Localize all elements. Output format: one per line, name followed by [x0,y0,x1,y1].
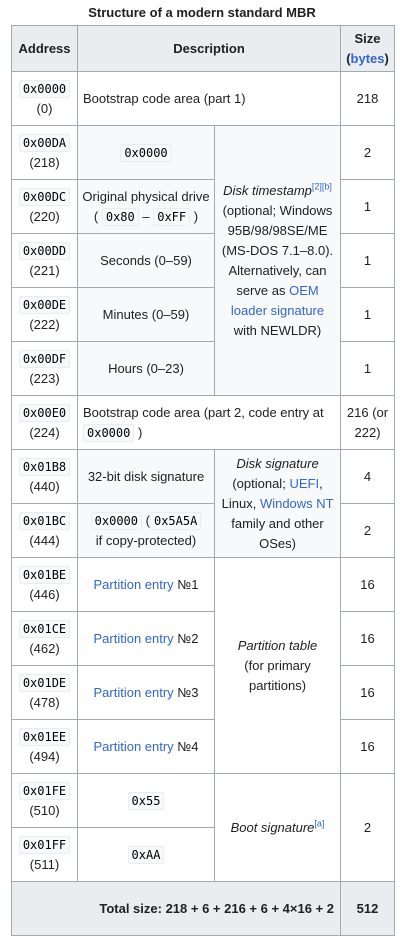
header-size-label: Size [354,30,381,46]
address-cell: 0x01BE (446) [11,557,78,612]
table-row: 0x01CE (462) Partition entry №2 16 [11,611,396,666]
windows-nt-link[interactable]: Windows NT [259,495,334,511]
timestamp-ref-link[interactable]: [2][b] [311,181,332,192]
size-cell: 216 (or 222) [340,395,396,450]
address-cell: 0x01B8 (440) [11,449,78,504]
size-cell: 16 [340,719,396,774]
header-size: Size (bytes) [340,25,396,72]
address-cell: 0x01CE (462) [11,611,78,666]
total-value: 512 [340,881,396,936]
description-cell: 0xAA [77,827,215,882]
size-cell: 1 [340,179,396,234]
address-cell: 0x01DE (478) [11,665,78,720]
description-cell: Minutes (0–59) [77,287,215,342]
table-row: 0x01FE (510) 0x55 Boot signature[a] 2 [11,773,396,882]
header-row: Address Description Size (bytes) [11,25,396,72]
address-cell: 0x00E0 (224) [11,395,78,450]
size-cell: 1 [340,233,396,288]
description-cell: 32-bit disk signature [77,449,215,504]
table-row: 0x01BE (446) Partition entry №1 Partition… [11,557,396,774]
table-row: 0x01DE (478) Partition entry №3 16 [11,665,396,720]
address-cell: 0x01BC (444) [11,503,78,558]
size-cell: 2 [340,773,396,882]
description-cell: Partition entry №1 [77,557,215,612]
header-address: Address [11,25,78,72]
description-cell: Seconds (0–59) [77,233,215,288]
address-cell: 0x01EE (494) [11,719,78,774]
total-row: Total size: 218 + 6 + 216 + 6 + 4×16 + 2… [10,881,396,936]
table-row: 0x00DC (220) Original physical drive ( 0x… [11,179,396,234]
size-cell: 16 [340,557,396,612]
description-cell: Original physical drive ( 0x80 – 0xFF ) [77,179,215,234]
size-cell: 16 [340,665,396,720]
total-label: Total size: 218 + 6 + 216 + 6 + 4×16 + 2 [10,881,342,936]
address-cell: 0x00DE (222) [11,287,78,342]
description-cell: Partition entry №4 [77,719,215,774]
size-cell: 2 [340,503,396,558]
table-row: 0x01B8 (440) 32-bit disk signature Disk s… [11,449,396,558]
description-cell: Bootstrap code area (part 1) [76,71,342,126]
size-cell: 218 [340,71,396,126]
partition-entry-link[interactable]: Partition entry [93,684,174,700]
bytes-link[interactable]: bytes [350,50,385,66]
mbr-structure-table: Address Description Size (bytes) 0x0000(… [10,25,396,936]
description-cell: 0x55 [77,773,215,828]
size-cell: 1 [340,287,396,342]
table-caption: Structure of a modern standard MBR [88,5,316,20]
table-row: 0x00DD (221) Seconds (0–59) 1 [11,233,396,288]
address-cell: 0x00DA (218) [11,125,78,180]
size-cell: 2 [340,125,396,180]
partition-entry-link[interactable]: Partition entry [93,576,174,592]
table-row: 0x01FF (511) 0xAA [11,827,395,882]
description-cell: Bootstrap code area (part 2, code entry … [76,395,342,450]
address-cell: 0x00DC (220) [11,179,78,234]
table-row: 0x00DA (218) 0x0000 Disk timestamp[2][b] … [11,125,396,396]
address-cell: 0x01FE (510) [11,773,78,828]
partition-table-group: Partition table (for primary partitions) [213,557,342,774]
boot-signature-group: Boot signature[a] [213,773,342,882]
table-row: 0x0000 (0) Bootstrap code area (part 1) 2… [11,71,396,126]
description-cell: Partition entry №3 [77,665,215,720]
uefi-link[interactable]: UEFI [289,475,320,491]
size-cell: 1 [340,341,396,396]
table-row: 0x01BC (444) 0x0000 (0x5A5A if copy-protec… [11,503,396,558]
description-cell: 0x0000 (0x5A5A if copy-protected) [77,503,215,558]
size-cell: 16 [340,611,396,666]
disk-timestamp-group: Disk timestamp[2][b] (optional; Windows … [213,125,342,396]
partition-entry-link[interactable]: Partition entry [93,630,174,646]
size-cell: 4 [340,449,396,504]
boot-signature-ref-link[interactable]: [a] [314,818,325,829]
header-description: Description [76,25,342,72]
partition-entry-link[interactable]: Partition entry [93,738,174,754]
address-cell: 0x0000 (0) [11,71,78,126]
description-cell: Hours (0–23) [77,341,215,396]
description-cell: Partition entry №2 [77,611,215,666]
table-row: 0x01EE (494) Partition entry №4 16 [11,719,396,774]
table-row: 0x00DF (223) Hours (0–23) 1 [11,341,396,396]
oem-loader-signature-link[interactable]: OEM loader signature [230,282,325,318]
address-cell: 0x00DD (221) [11,233,78,288]
description-cell: 0x0000 [77,125,215,180]
address-cell: 0x00DF (223) [11,341,78,396]
address-cell: 0x01FF (511) [11,827,78,882]
disk-signature-group: Disk signature (optional; UEFI, Linux, W… [213,449,342,558]
table-row: 0x00E0 (224) Bootstrap code area (part 2,… [11,395,396,450]
